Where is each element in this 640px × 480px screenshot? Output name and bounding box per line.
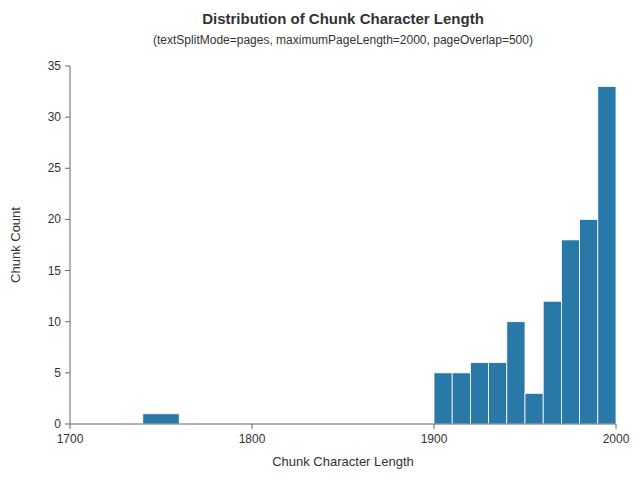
y-axis-line (70, 66, 71, 424)
bar (507, 322, 525, 424)
bar (598, 86, 616, 424)
bars (143, 86, 616, 424)
y-tick (65, 424, 70, 425)
x-tick (434, 424, 435, 429)
x-axis-line (70, 424, 616, 425)
bar (470, 363, 488, 424)
bar (525, 393, 543, 424)
subtitle: (textSplitMode=pages, maximumPageLength=… (153, 33, 533, 47)
x-tick (70, 424, 71, 429)
x-tick (252, 424, 253, 429)
title: Distribution of Chunk Character Length (202, 10, 484, 27)
y-tick-label: 20 (48, 212, 62, 226)
y-tick-label: 15 (48, 264, 62, 278)
bar (561, 240, 579, 424)
y-tick (65, 372, 70, 373)
x-tick-label: 2000 (603, 432, 630, 446)
y-tick (65, 117, 70, 118)
bar (543, 301, 561, 424)
y-tick (65, 219, 70, 220)
y-tick (65, 321, 70, 322)
x-tick (616, 424, 617, 429)
y-tick (65, 66, 70, 67)
y-tick-label: 5 (54, 366, 61, 380)
y-tick-label: 10 (48, 315, 62, 329)
y-tick-label: 0 (54, 417, 61, 431)
bar (580, 219, 598, 424)
bar (489, 363, 507, 424)
bar (452, 373, 470, 424)
y-tick-label: 30 (48, 110, 62, 124)
chart: 1700 1800 1900 2000 0 5 10 15 20 25 30 35 Distributi… (0, 0, 640, 480)
x-tick-label: 1700 (57, 432, 84, 446)
bar (143, 414, 179, 424)
y-tick (65, 168, 70, 169)
x-tick-label: 1900 (421, 432, 448, 446)
y-tick-label: 35 (48, 59, 62, 73)
y-tick (65, 270, 70, 271)
y-tick-label: 25 (48, 161, 62, 175)
x-axis-label: Chunk Character Length (272, 454, 414, 469)
bar (434, 373, 452, 424)
x-tick-label: 1800 (239, 432, 266, 446)
y-axis-label: Chunk Count (8, 207, 23, 283)
